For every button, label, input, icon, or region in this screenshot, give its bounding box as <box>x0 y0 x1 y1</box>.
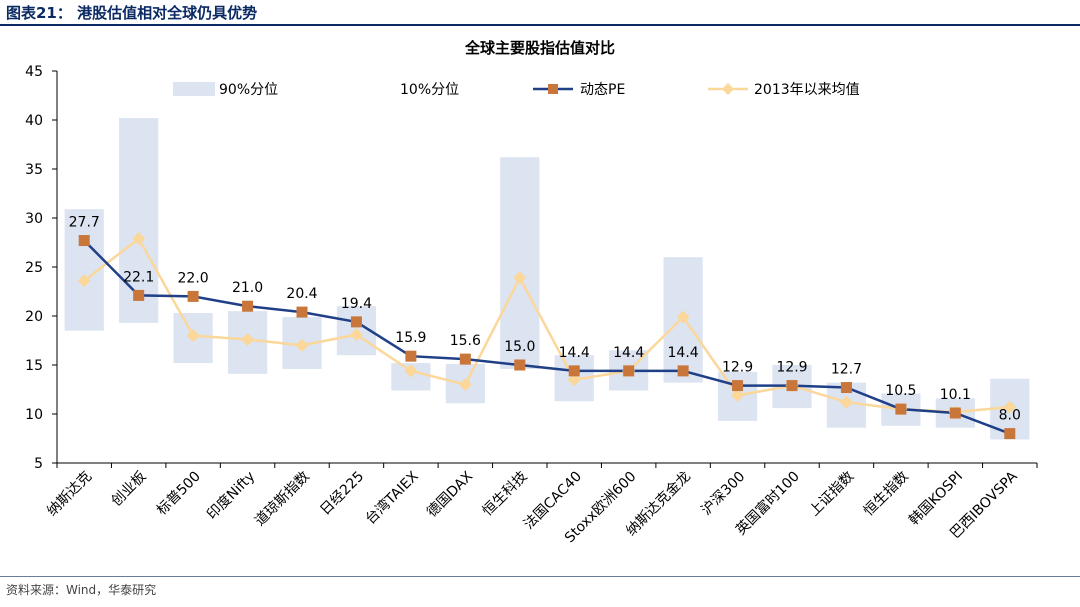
pe-marker-9 <box>514 359 526 371</box>
y-tick-label: 10 <box>25 407 43 423</box>
average-marker-7 <box>404 364 418 378</box>
legend-marker-average <box>722 83 734 95</box>
legend-label-pe: 动态PE <box>580 82 625 98</box>
pe-marker-10 <box>568 365 580 377</box>
pe-data-label: 10.5 <box>885 383 916 399</box>
x-category-label: 创业板 <box>108 469 149 510</box>
average-marker-5 <box>295 338 309 352</box>
pe-marker-8 <box>459 353 471 365</box>
figure-caption: 图表21： 港股估值相对全球仍具优势 <box>6 4 258 22</box>
average-marker-9 <box>513 271 527 285</box>
pe-data-label: 22.1 <box>123 269 154 285</box>
x-category-label: 印度Nifty <box>204 469 258 523</box>
pe-marker-2 <box>133 289 145 301</box>
y-tick-label: 5 <box>34 456 43 472</box>
average-marker-12 <box>676 310 690 324</box>
pe-data-label: 20.4 <box>286 286 317 302</box>
pe-data-label: 15.0 <box>504 339 535 355</box>
average-marker-8 <box>458 378 472 392</box>
footer-divider <box>0 576 1080 577</box>
pe-data-label: 22.0 <box>178 270 209 286</box>
x-category-label: 台湾TAIEX <box>362 468 422 528</box>
y-tick-label: 20 <box>25 309 43 325</box>
y-tick-label: 35 <box>25 162 43 178</box>
pe-marker-3 <box>187 290 199 302</box>
x-category-label: 上证指数 <box>806 469 857 520</box>
pe-marker-18 <box>1004 428 1016 440</box>
series-lines <box>83 236 1011 435</box>
pe-data-label: 14.4 <box>559 345 590 361</box>
chart-title: 全球主要股指估值对比 <box>464 39 615 57</box>
average-marker-18 <box>1003 400 1017 414</box>
pe-data-label: 15.9 <box>395 330 426 346</box>
legend-label-90pct: 90%分位 <box>219 82 278 98</box>
band-2 <box>119 118 159 323</box>
legend: 90%分位 10%分位 动态PE 2013年以来均值 <box>173 82 860 98</box>
pe-marker-4 <box>242 300 254 312</box>
pe-data-label: 12.7 <box>831 362 862 378</box>
y-tick-label: 25 <box>25 260 43 276</box>
average-marker-10 <box>567 373 581 387</box>
pe-data-label: 14.4 <box>613 345 644 361</box>
pe-marker-16 <box>895 403 907 415</box>
band-9 <box>500 157 540 369</box>
pe-marker-15 <box>840 382 852 394</box>
pe-data-label: 14.4 <box>668 345 699 361</box>
y-tick-label: 45 <box>25 64 43 80</box>
average-marker-3 <box>186 329 200 343</box>
pe-data-label: 27.7 <box>69 215 100 231</box>
average-line <box>83 236 1010 414</box>
x-category-label: 日经225 <box>317 469 367 519</box>
y-tick-label: 15 <box>25 358 43 374</box>
pe-data-label: 12.9 <box>722 360 753 376</box>
x-category-label: 德国DAX <box>424 468 476 520</box>
source-note: 资料来源：Wind，华泰研究 <box>6 583 157 597</box>
pe-data-label: 21.0 <box>232 280 263 296</box>
pe-line <box>83 239 1011 435</box>
average-marker-2 <box>132 232 146 246</box>
legend-swatch-90pct <box>173 82 215 96</box>
pe-marker-11 <box>623 365 635 377</box>
pe-marker-17 <box>949 407 961 419</box>
header-divider <box>0 24 1080 26</box>
pe-data-label: 19.4 <box>341 296 372 312</box>
data-labels: 27.7 22.1 22.0 21.0 20.4 19.4 15.9 15.6 15.0 14.4… <box>69 215 1021 424</box>
series-markers <box>77 232 1017 440</box>
pe-comparison-chart: 全球主要股指估值对比 5 10 15 20 25 30 35 40 45 纳斯达克 创业板 标普500… <box>25 39 1038 546</box>
pe-marker-12 <box>677 365 689 377</box>
x-category-label: 恒生指数 <box>861 469 912 520</box>
pe-marker-7 <box>405 350 417 362</box>
average-marker-6 <box>349 328 363 342</box>
average-marker-1 <box>77 274 91 288</box>
average-marker-4 <box>241 333 255 347</box>
pe-data-label: 15.6 <box>450 333 481 349</box>
pe-marker-13 <box>732 380 744 392</box>
average-marker-15 <box>839 395 853 409</box>
legend-label-average: 2013年以来均值 <box>754 82 860 98</box>
pe-data-label: 12.9 <box>776 360 807 376</box>
average-marker-13 <box>731 388 745 402</box>
x-category-label: 道琼斯指数 <box>252 469 313 530</box>
x-category-label: 标普500 <box>154 469 204 519</box>
y-tick-label: 30 <box>25 211 43 227</box>
x-category-label: 沪深300 <box>698 469 748 519</box>
pe-marker-6 <box>350 316 362 328</box>
y-tick-label: 40 <box>25 113 43 129</box>
pe-marker-1 <box>78 235 90 247</box>
legend-marker-pe <box>548 84 558 94</box>
x-category-label: 纳斯达克 <box>44 469 95 520</box>
x-category-label: 恒生科技 <box>480 469 531 520</box>
pe-marker-5 <box>296 306 308 318</box>
pe-data-label: 8.0 <box>999 408 1021 424</box>
pe-marker-14 <box>786 380 798 392</box>
legend-label-10pct: 10%分位 <box>400 82 459 98</box>
pe-data-label: 10.1 <box>940 387 971 403</box>
